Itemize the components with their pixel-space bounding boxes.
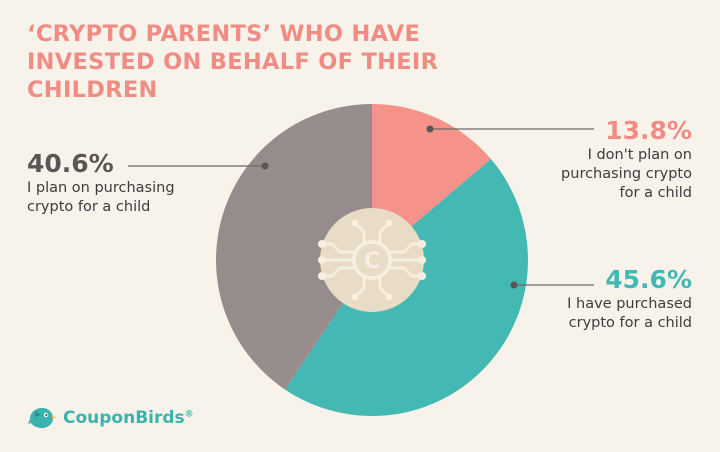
callout-plan-line-2: crypto for a child <box>27 199 151 215</box>
callout-dont-plan-value: 13.8% <box>605 116 692 145</box>
chart-title: ‘CRYPTO PARENTS’ WHO HAVE INVESTED ON BE… <box>27 21 439 103</box>
callout-plan-value: 40.6% <box>27 149 114 178</box>
leader-dot-left <box>261 162 269 170</box>
crypto-coin-circuit-icon: C <box>318 219 426 301</box>
leader-dot-top-right <box>426 125 434 133</box>
callout-dont-plan-line-3: for a child <box>619 185 692 201</box>
leader-lines <box>128 125 594 289</box>
callout-dont-plan-line-1: I don't plan on <box>587 147 692 163</box>
center-disc <box>320 208 424 312</box>
leader-dot-bottom-right <box>510 281 518 289</box>
callout-purchased-line-2: crypto for a child <box>568 315 692 331</box>
callout-plan: 40.6% I plan on purchasing crypto for a … <box>27 149 227 217</box>
logo-registered-mark: ® <box>184 409 194 420</box>
logo-text: CouponBirds® <box>63 408 194 428</box>
callout-plan-line-1: I plan on purchasing <box>27 180 175 196</box>
couponbirds-logo: CouponBirds® <box>27 405 194 431</box>
callout-dont-plan: 13.8% I don't plan on purchasing crypto … <box>492 116 692 203</box>
callout-purchased-value: 45.6% <box>605 265 692 294</box>
bird-logo-icon <box>28 408 56 428</box>
logo-name: CouponBirds <box>63 408 185 428</box>
slice-plan <box>216 104 372 390</box>
callout-purchased: 45.6% I have purchased crypto for a chil… <box>492 265 692 333</box>
callout-dont-plan-line-2: purchasing crypto <box>561 166 692 182</box>
callout-purchased-line-1: I have purchased <box>567 296 692 312</box>
svg-text:C: C <box>364 249 380 274</box>
